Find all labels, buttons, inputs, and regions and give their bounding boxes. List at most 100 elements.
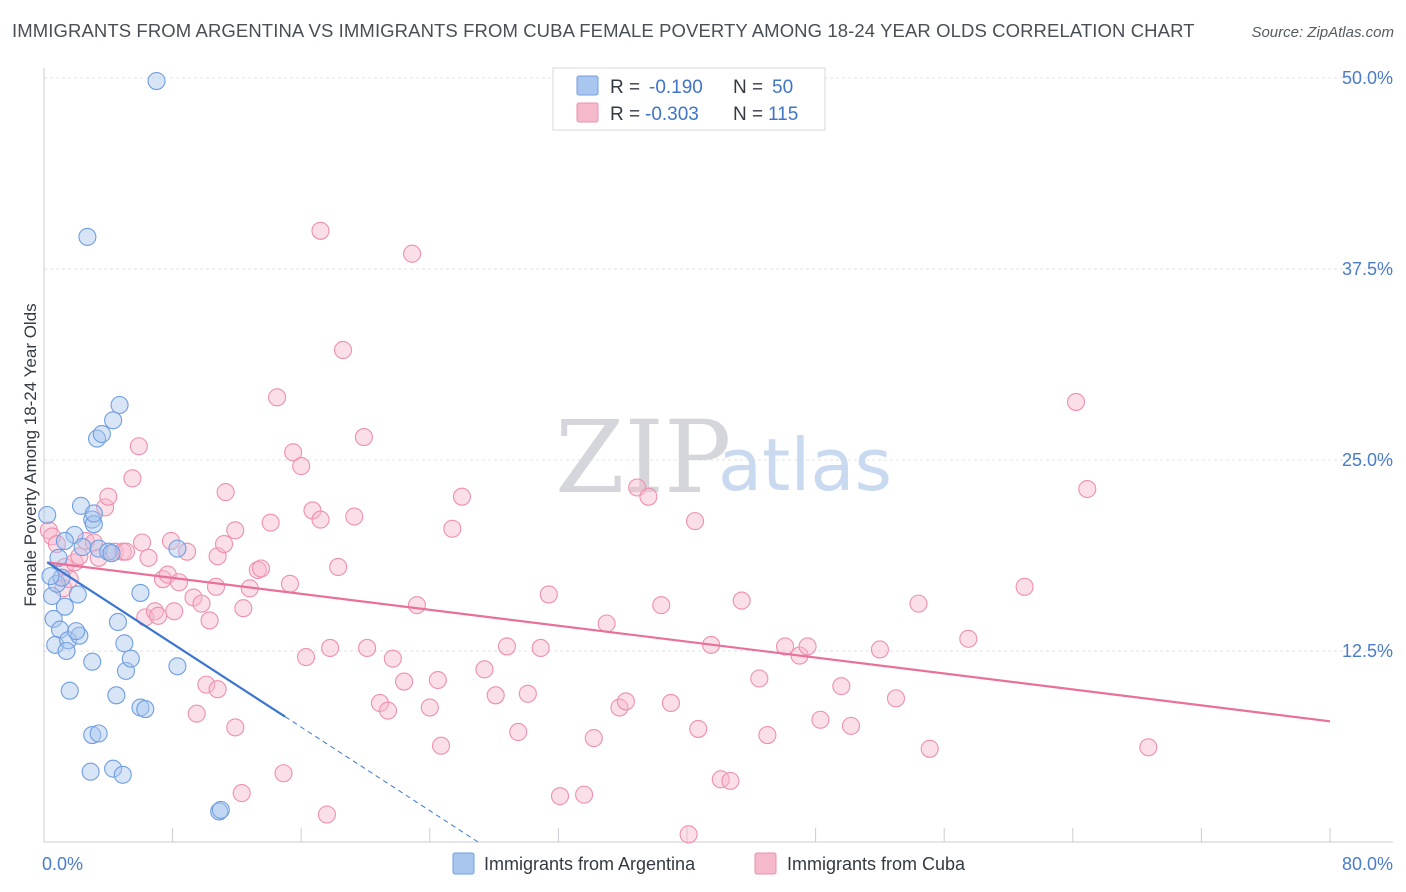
legend-key-argentina (452, 852, 475, 875)
y-tick-label: 12.5% (1342, 641, 1393, 661)
cuba-point (226, 521, 245, 540)
cuba-point (187, 704, 206, 723)
cuba-point (333, 340, 353, 360)
argentina-point (84, 504, 103, 523)
legend-r-label-cuba: R = (610, 104, 640, 125)
argentina-trend-line (46, 561, 286, 718)
cuba-trend-line (47, 561, 1331, 723)
cuba-point (206, 577, 226, 596)
cuba-point (292, 457, 311, 476)
cuba-point (452, 487, 472, 506)
argentina-point (38, 505, 57, 525)
argentina-point (110, 395, 129, 415)
cuba-point (165, 602, 184, 621)
source-credit: Source: ZipAtlas.com (1251, 24, 1394, 41)
cuba-point (296, 648, 316, 667)
x-tick-label-max: 80.0% (1342, 854, 1393, 874)
cuba-point (776, 637, 795, 656)
argentina-point (44, 609, 63, 628)
legend-label-cuba: Immigrants from Cuba (787, 854, 966, 874)
argentina-point (99, 542, 118, 561)
argentina-point (83, 725, 102, 745)
argentina-point (121, 649, 140, 668)
cuba-point (317, 805, 336, 824)
legend-n-label-cuba: N = (733, 104, 763, 125)
cuba-point (518, 684, 537, 703)
cuba-point (358, 638, 377, 657)
argentina-series-points (38, 72, 230, 821)
argentina-trend-extension (284, 716, 479, 843)
cuba-point (550, 787, 570, 806)
argentina-point (115, 634, 134, 653)
cuba-point (959, 629, 978, 648)
argentina-point (136, 700, 155, 719)
cuba-point (268, 388, 287, 407)
cuba-point (721, 771, 740, 790)
cuba-point (732, 591, 751, 610)
cuba-point (99, 487, 118, 506)
legend-key-cuba (754, 852, 777, 875)
chart-title: IMMIGRANTS FROM ARGENTINA VS IMMIGRANTS … (12, 20, 1195, 41)
legend-swatch-cuba (576, 102, 599, 123)
cuba-point (616, 692, 635, 711)
y-tick-label: 37.5% (1342, 259, 1393, 279)
cuba-point (597, 614, 616, 633)
cuba-point (685, 512, 705, 531)
legend-r-label-argentina: R = (610, 77, 640, 98)
argentina-point (168, 657, 187, 676)
cuba-point (96, 498, 115, 517)
legend-swatch-argentina (576, 75, 599, 96)
cuba-point (251, 559, 271, 578)
cuba-point (798, 637, 817, 656)
stats-legend: R = -0.190 N = 50 R = -0.303 N = 115 (552, 67, 826, 131)
cuba-point (584, 729, 603, 748)
cuba-point (711, 770, 730, 789)
cuba-point (274, 764, 293, 783)
cuba-point (811, 710, 830, 729)
y-tick-labels: 12.5% 25.0% 37.5% 50.0% (1342, 68, 1393, 661)
cuba-point (232, 784, 251, 803)
cuba-point (321, 638, 340, 657)
watermark-atlas: atlas (718, 423, 892, 507)
argentina-point (67, 622, 86, 641)
cuba-point (1015, 577, 1034, 596)
cuba-point (486, 686, 505, 705)
trend-lines (46, 561, 1331, 843)
cuba-point (443, 519, 462, 538)
cuba-point (886, 689, 906, 708)
cuba-point (395, 672, 414, 691)
cuba-point (832, 677, 851, 696)
cuba-point (420, 698, 439, 717)
argentina-point (49, 548, 68, 567)
cuba-point (403, 244, 422, 263)
cuba-point (1139, 738, 1158, 757)
argentina-point (81, 762, 100, 781)
argentina-point (83, 652, 102, 671)
cuba-series-points (39, 221, 1158, 844)
cuba-point (311, 510, 330, 529)
argentina-point (104, 759, 123, 778)
argentina-point (147, 72, 166, 91)
cuba-point (280, 574, 299, 593)
cuba-point (428, 670, 447, 690)
cuba-point (531, 638, 550, 657)
legend-r-value-argentina: -0.190 (649, 77, 703, 98)
cuba-point (1066, 392, 1086, 411)
cuba-point (639, 487, 658, 506)
argentina-point (108, 612, 127, 632)
argentina-point (68, 585, 87, 604)
cuba-point (329, 557, 348, 577)
argentina-point (73, 538, 92, 557)
y-tick-label: 25.0% (1342, 450, 1393, 470)
cuba-point (758, 725, 777, 745)
cuba-point (497, 637, 517, 656)
y-axis-label: Female Poverty Among 18-24 Year Olds (21, 303, 40, 606)
argentina-point (113, 765, 132, 784)
cuba-point (909, 594, 928, 613)
cuba-point (248, 560, 267, 580)
cuba-point (116, 542, 136, 561)
cuba-point (378, 701, 398, 720)
cuba-point (679, 825, 698, 844)
cuba-point (661, 693, 680, 713)
cuba-point (345, 507, 364, 526)
